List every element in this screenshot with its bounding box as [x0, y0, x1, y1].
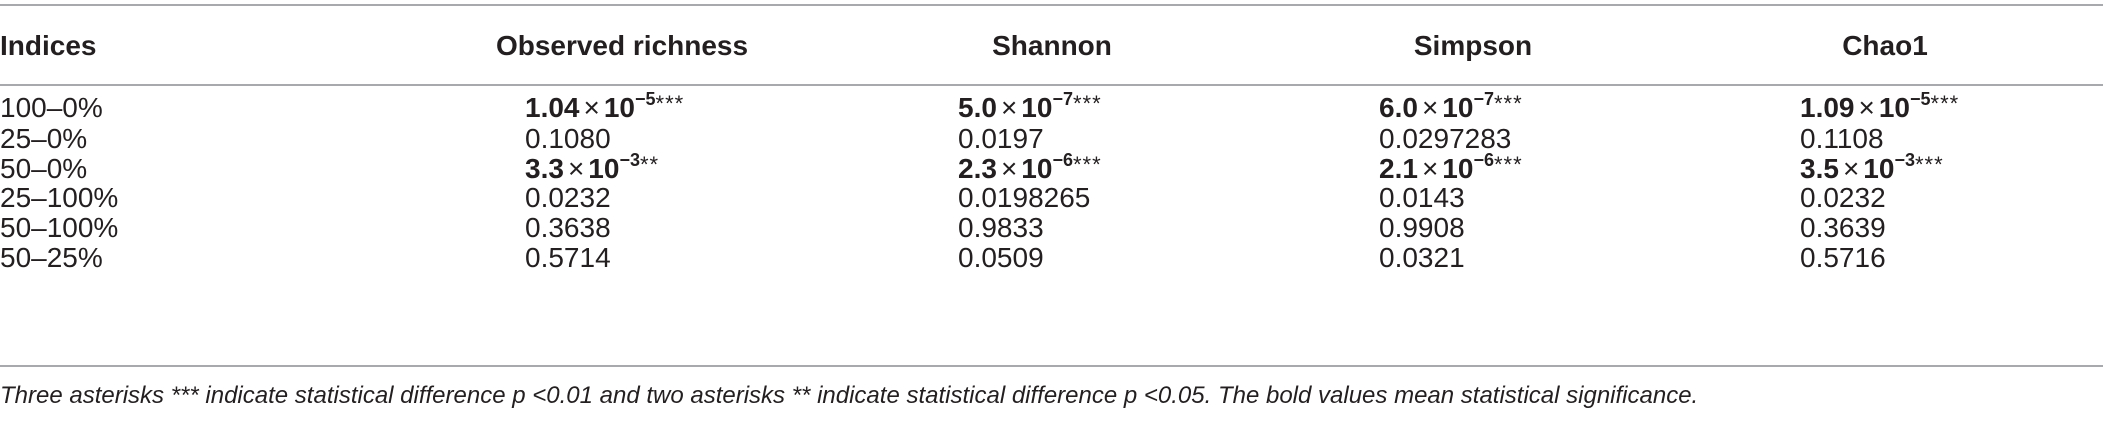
- significance-stars: ***: [1493, 91, 1523, 116]
- cell-exponent: −3: [619, 149, 640, 170]
- cell-base: 10: [603, 92, 636, 123]
- table-cell: 2.1 × 10−6***: [1379, 149, 1523, 189]
- times-sign: ×: [567, 153, 585, 184]
- table-cell: 6.0 × 10−7***: [1379, 88, 1523, 128]
- cell-mantissa: 5.0: [958, 92, 997, 123]
- table-cell: 0.0321: [1379, 242, 1465, 273]
- table-cell: 0.0297283: [1379, 123, 1512, 154]
- row-label: 100–0%: [0, 92, 103, 123]
- table-cell: 0.0143: [1379, 182, 1465, 213]
- times-sign: ×: [1858, 92, 1875, 123]
- significance-stars: ***: [1930, 91, 1960, 116]
- table-cell: 5.0 × 10−7***: [958, 88, 1102, 128]
- row-label: 50–0%: [0, 153, 88, 184]
- cell-base: 10: [1442, 92, 1474, 123]
- row-label: 50–100%: [0, 212, 119, 243]
- cell-exponent: −5: [635, 88, 656, 109]
- table-cell: 0.3638: [525, 212, 611, 243]
- significance-stars: ***: [1072, 91, 1102, 116]
- row-label: 25–0%: [0, 123, 88, 154]
- cell-exponent: −7: [1473, 88, 1494, 109]
- table-row: 50–0% 3.3 × 10−3** 2.3 × 10−6*** 2.1 × 10−6*** 3.5…: [0, 149, 2103, 189]
- cell-mantissa: 2.3: [958, 153, 997, 184]
- table-cell: 0.1080: [525, 123, 611, 154]
- table-cell: 0.1108: [1800, 123, 1884, 154]
- significance-stars: ***: [1914, 152, 1944, 177]
- table-cell: 0.5714: [525, 242, 611, 273]
- times-sign: ×: [1421, 153, 1439, 184]
- table-cell: 0.3639: [1800, 212, 1886, 243]
- cell-mantissa: 2.1: [1379, 153, 1418, 184]
- header-observed-richness: Observed richness: [495, 30, 749, 61]
- significance-stars: ***: [1493, 152, 1523, 177]
- cell-exponent: −6: [1052, 149, 1073, 170]
- times-sign: ×: [583, 92, 600, 123]
- cell-mantissa: 6.0: [1379, 92, 1418, 123]
- cell-base: 10: [1442, 153, 1474, 184]
- significance-stars: ***: [655, 91, 685, 116]
- table-cell: 0.5716: [1800, 242, 1886, 273]
- cell-exponent: −7: [1052, 88, 1073, 109]
- cell-exponent: −5: [1910, 88, 1931, 109]
- table-cell: 2.3 × 10−6***: [958, 149, 1102, 189]
- header-simpson: Simpson: [1413, 30, 1533, 61]
- row-label: 25–100%: [0, 182, 119, 213]
- table-cell: 0.0197: [958, 123, 1044, 154]
- table-cell: 3.5 × 10−3***: [1800, 149, 1944, 189]
- header-indices: Indices: [0, 30, 97, 61]
- table-footnote: Three asterisks *** indicate statistical…: [0, 382, 1699, 409]
- table-row: 25–0% 0.1080 0.0197 0.0297283 0.1108: [0, 119, 2103, 159]
- cell-base: 10: [1863, 153, 1895, 184]
- times-sign: ×: [1421, 92, 1439, 123]
- table-row: 50–25% 0.5714 0.0509 0.0321 0.5716: [0, 238, 2103, 278]
- header-shannon: Shannon: [992, 30, 1112, 61]
- table-cell: 0.0509: [958, 242, 1044, 273]
- cell-mantissa: 3.3: [525, 153, 564, 184]
- cell-base: 10: [1021, 153, 1053, 184]
- table-bottom-rule: [0, 365, 2103, 367]
- cell-base: 10: [1021, 92, 1053, 123]
- table-header-rule: [0, 84, 2103, 86]
- cell-exponent: −6: [1473, 149, 1494, 170]
- header-chao1: Chao1: [1842, 30, 1928, 61]
- table-row: 25–100% 0.0232 0.0198265 0.0143 0.0232: [0, 178, 2103, 218]
- table-cell: 1.04 × 10−5***: [525, 88, 684, 128]
- significance-stars: ***: [1072, 152, 1102, 177]
- cell-mantissa: 1.09: [1800, 92, 1855, 123]
- table-row: 50–100% 0.3638 0.9833 0.9908 0.3639: [0, 208, 2103, 248]
- table-cell: 3.3 × 10−3**: [525, 149, 659, 189]
- cell-mantissa: 3.5: [1800, 153, 1839, 184]
- table-top-rule: [0, 4, 2103, 6]
- table-cell: 0.0232: [1800, 182, 1886, 213]
- times-sign: ×: [1000, 153, 1018, 184]
- table-cell: 0.0198265: [958, 182, 1091, 213]
- times-sign: ×: [1000, 92, 1018, 123]
- cell-exponent: −3: [1894, 149, 1915, 170]
- table-cell: 0.9833: [958, 212, 1044, 243]
- row-label: 50–25%: [0, 242, 103, 273]
- table-cell: 0.0232: [525, 182, 611, 213]
- table-cell: 1.09 × 10−5***: [1800, 88, 1959, 128]
- table-cell: 0.9908: [1379, 212, 1465, 243]
- cell-base: 10: [588, 153, 620, 184]
- table-row: 100–0% 1.04 × 10−5*** 5.0 × 10−7*** 6.0 × 10−7***…: [0, 88, 2103, 128]
- times-sign: ×: [1842, 153, 1860, 184]
- significance-stars: **: [639, 152, 660, 177]
- cell-mantissa: 1.04: [525, 92, 580, 123]
- cell-base: 10: [1878, 92, 1911, 123]
